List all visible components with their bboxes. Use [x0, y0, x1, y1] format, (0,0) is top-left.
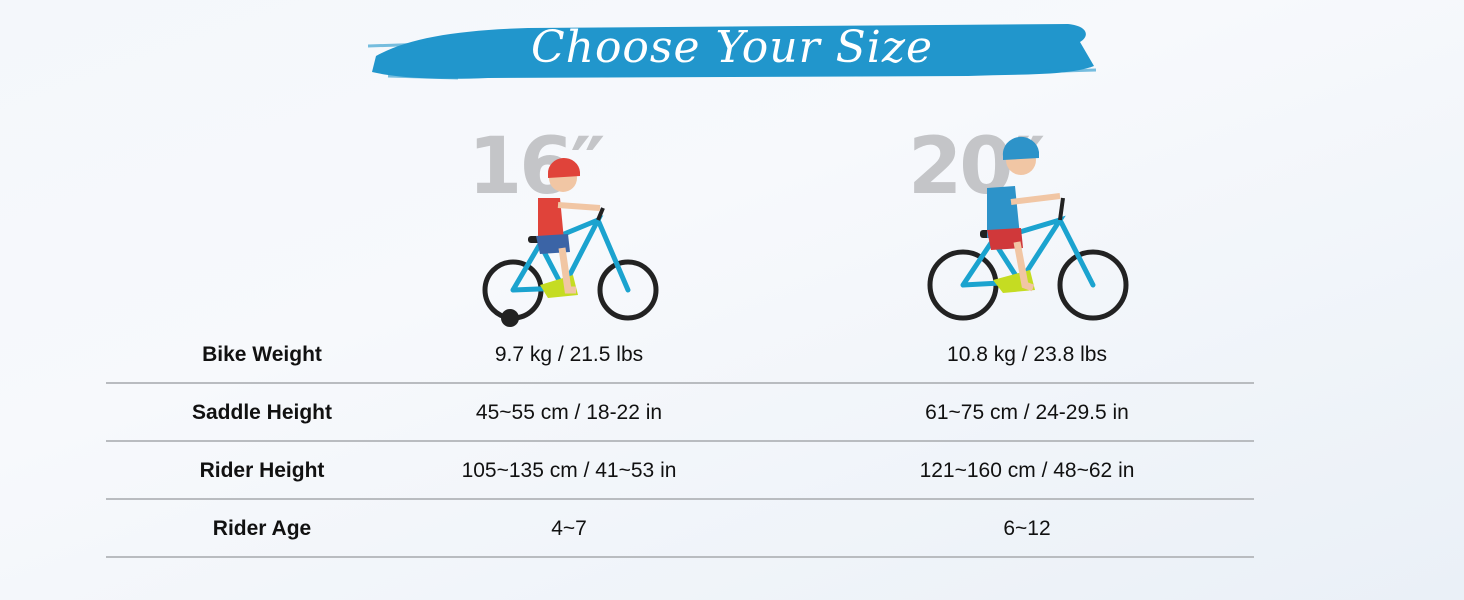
value-16: 9.7 kg / 21.5 lbs	[494, 343, 644, 366]
table-row-rider-height: Rider Height 105~135 cm / 41~53 in 121~1…	[106, 442, 1254, 500]
bike-20-illustration	[927, 136, 1129, 321]
row-label: Saddle Height	[191, 401, 333, 424]
row-label: Bike Weight	[202, 343, 322, 366]
table-row-rider-age: Rider Age 4~7 6~12	[106, 500, 1254, 558]
training-wheel	[501, 309, 519, 327]
title-brush-stroke	[368, 24, 1096, 80]
value-20: 10.8 kg / 23.8 lbs	[947, 343, 1107, 366]
front-wheel	[597, 259, 659, 321]
front-wheel	[1057, 249, 1129, 321]
value-16: 105~135 cm / 41~53 in	[461, 459, 677, 482]
bike-16-illustration	[482, 157, 659, 327]
value-16: 45~55 cm / 18-22 in	[475, 401, 663, 424]
size-spec-table: Bike Weight 9.7 kg / 21.5 lbs 10.8 kg / …	[106, 326, 1254, 558]
size-label-16: 16″	[468, 122, 605, 212]
page-title: Choose Your Size	[530, 22, 934, 73]
row-label: Rider Age	[212, 517, 312, 540]
row-label: Rider Height	[199, 459, 325, 482]
value-16: 4~7	[551, 517, 587, 540]
value-20: 61~75 cm / 24-29.5 in	[925, 401, 1129, 424]
value-20: 6~12	[1003, 517, 1051, 540]
table-row-bike-weight: Bike Weight 9.7 kg / 21.5 lbs 10.8 kg / …	[106, 326, 1254, 384]
value-20: 121~160 cm / 48~62 in	[919, 459, 1135, 482]
table-row-saddle-height: Saddle Height 45~55 cm / 18-22 in 61~75 …	[106, 384, 1254, 442]
